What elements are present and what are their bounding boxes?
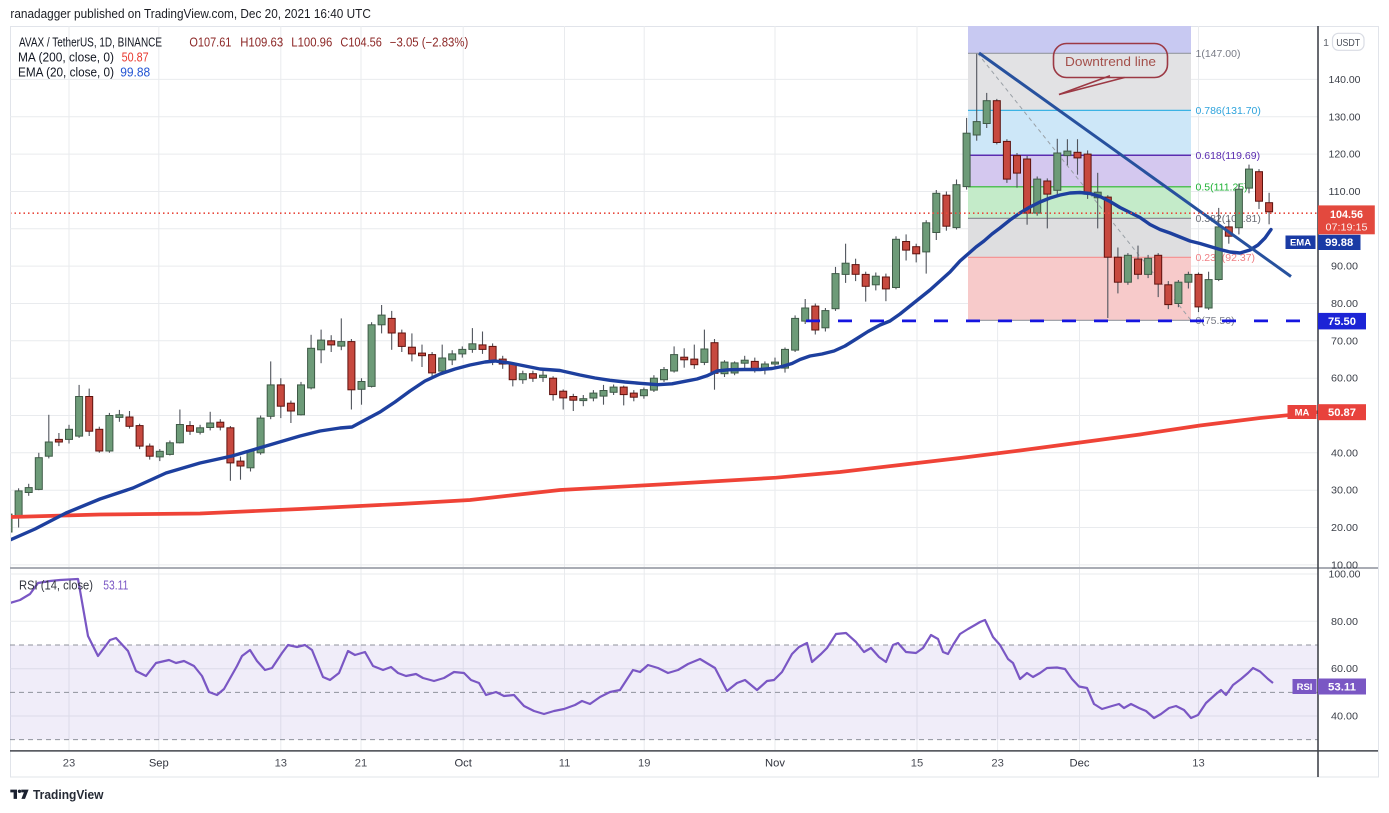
svg-text:50.87: 50.87 <box>122 51 149 65</box>
svg-text:60.00: 60.00 <box>1331 664 1358 675</box>
svg-text:70.00: 70.00 <box>1331 336 1358 347</box>
svg-text:20.00: 20.00 <box>1331 523 1358 534</box>
svg-text:−3.05 (−2.83%): −3.05 (−2.83%) <box>390 36 469 50</box>
svg-text:140.00: 140.00 <box>1329 75 1361 86</box>
svg-text:AVAX / TetherUS, 1D, BINANCE: AVAX / TetherUS, 1D, BINANCE <box>19 36 162 50</box>
svg-text:100.00: 100.00 <box>1329 570 1361 581</box>
svg-text:MA (200, close, 0): MA (200, close, 0) <box>18 51 114 65</box>
svg-text:10.00: 10.00 <box>1331 560 1358 571</box>
svg-text:1: 1 <box>1323 37 1329 49</box>
svg-text:RSI (14, close): RSI (14, close) <box>19 579 93 593</box>
svg-text:1(147.00): 1(147.00) <box>1196 48 1241 60</box>
svg-text:TradingView: TradingView <box>33 788 104 802</box>
svg-text:99.88: 99.88 <box>120 66 150 80</box>
svg-text:Downtrend line: Downtrend line <box>1065 54 1156 69</box>
svg-text:0.382(102.81): 0.382(102.81) <box>1196 213 1261 225</box>
svg-text:50.87: 50.87 <box>1328 407 1356 419</box>
svg-text:19: 19 <box>638 758 650 770</box>
svg-text:53.11: 53.11 <box>1328 682 1356 694</box>
svg-text:21: 21 <box>355 758 367 770</box>
svg-text:75.50: 75.50 <box>1328 316 1356 328</box>
svg-text:53.11: 53.11 <box>103 579 128 593</box>
svg-text:0(75.50): 0(75.50) <box>1196 315 1235 327</box>
svg-text:110.00: 110.00 <box>1329 187 1361 198</box>
svg-text:0.5(111.25): 0.5(111.25) <box>1196 181 1248 193</box>
svg-text:30.00: 30.00 <box>1331 486 1358 497</box>
svg-text:40.00: 40.00 <box>1331 448 1358 459</box>
svg-text:80.00: 80.00 <box>1331 617 1358 628</box>
svg-text:15: 15 <box>911 758 923 770</box>
svg-text:40.00: 40.00 <box>1331 712 1358 723</box>
svg-text:Dec: Dec <box>1070 758 1090 770</box>
svg-text:Sep: Sep <box>149 758 169 770</box>
svg-text:EMA: EMA <box>1290 238 1311 249</box>
svg-text:EMA (20, close, 0): EMA (20, close, 0) <box>18 66 114 80</box>
svg-text:0.618(119.69): 0.618(119.69) <box>1196 150 1261 162</box>
svg-text:80.00: 80.00 <box>1331 299 1358 310</box>
svg-text:23: 23 <box>63 758 75 770</box>
svg-text:60.00: 60.00 <box>1331 374 1358 385</box>
svg-text:ranadagger published on Tradin: ranadagger published on TradingView.com,… <box>10 6 371 21</box>
svg-text:RSI: RSI <box>1297 682 1313 693</box>
svg-text:104.56: 104.56 <box>1330 209 1363 221</box>
svg-text:11: 11 <box>559 758 571 770</box>
svg-text:90.00: 90.00 <box>1331 262 1358 273</box>
svg-text:Nov: Nov <box>765 758 785 770</box>
svg-text:USDT: USDT <box>1336 38 1360 49</box>
svg-text:23: 23 <box>991 758 1003 770</box>
svg-text:H109.63: H109.63 <box>240 36 283 50</box>
svg-text:13: 13 <box>275 758 287 770</box>
svg-text:99.88: 99.88 <box>1325 237 1353 249</box>
svg-text:13: 13 <box>1192 758 1204 770</box>
svg-text:Oct: Oct <box>454 758 472 770</box>
svg-text:L100.96: L100.96 <box>291 36 332 50</box>
svg-text:07:19:15: 07:19:15 <box>1326 223 1368 234</box>
svg-text:120.00: 120.00 <box>1329 150 1361 161</box>
svg-text:C104.56: C104.56 <box>340 36 382 50</box>
svg-text:130.00: 130.00 <box>1329 112 1361 123</box>
svg-text:0.786(131.70): 0.786(131.70) <box>1196 105 1261 117</box>
svg-text:0.236(92.37): 0.236(92.37) <box>1196 252 1256 264</box>
svg-text:MA: MA <box>1295 408 1310 419</box>
svg-text:O107.61: O107.61 <box>189 36 231 50</box>
